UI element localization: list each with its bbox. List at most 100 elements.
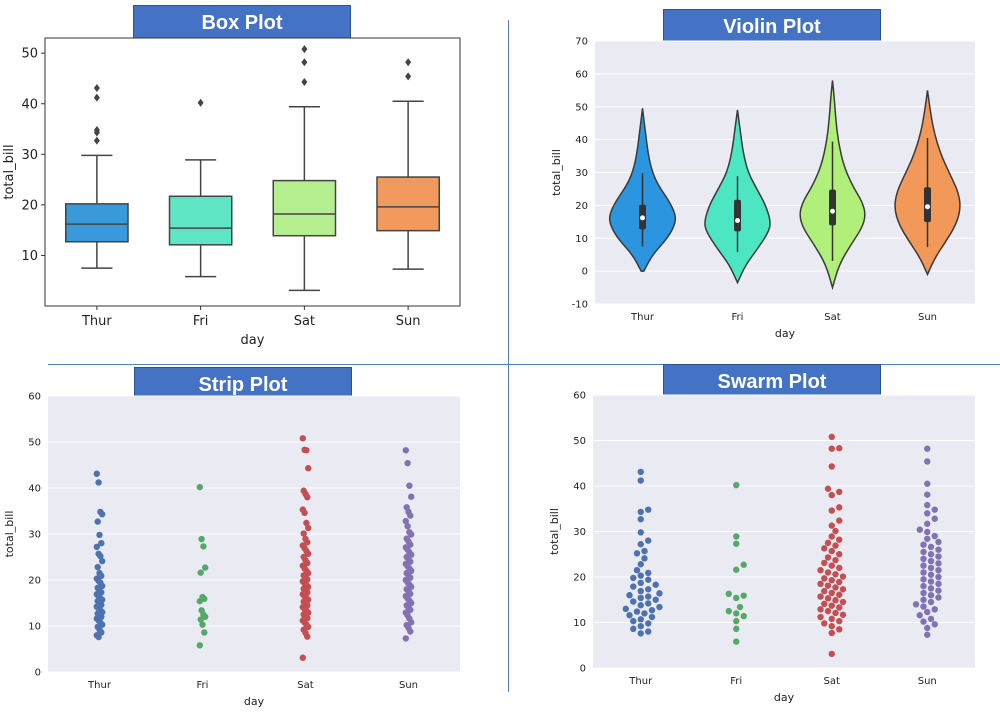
strip-point [299, 435, 306, 442]
y-tick-label: 40 [28, 484, 41, 495]
y-tick-label: 40 [575, 135, 588, 146]
strip-point [200, 543, 207, 550]
swarm-point [630, 598, 637, 605]
swarm-point [641, 610, 648, 617]
strip-point [94, 563, 101, 571]
x-tick-label: Sat [824, 676, 840, 687]
swarm-point [935, 594, 942, 601]
swarm-point [924, 501, 931, 509]
swarm-point [931, 506, 938, 513]
strip-point [201, 629, 208, 636]
y-axis-label: total_bill [3, 511, 16, 558]
x-tick-label: Sun [918, 312, 937, 323]
y-tick-label: 60 [575, 69, 588, 80]
violin-plot-title: Violin Plot [663, 9, 881, 43]
swarm-point [824, 485, 832, 492]
swarm-point [633, 566, 641, 574]
swarm-point [920, 548, 927, 556]
swarm-point [924, 445, 931, 452]
swarm-point [637, 561, 644, 568]
swarm-point [839, 611, 847, 618]
swarm-point [740, 561, 747, 568]
swarm-point [821, 559, 828, 567]
swarm-point [920, 596, 927, 603]
swarm-point [935, 566, 942, 574]
swarm-point [931, 606, 938, 613]
x-tick-label: Sat [294, 314, 315, 329]
y-tick-label: 30 [575, 168, 588, 179]
strip-point [99, 511, 106, 518]
swarm-point [630, 583, 637, 590]
horizontal-divider [48, 364, 1000, 365]
swarm-point [637, 630, 644, 637]
swarm-point [637, 529, 644, 536]
y-tick-label: 0 [35, 668, 41, 679]
y-tick-label: 0 [582, 267, 588, 278]
swarm-point [828, 589, 835, 597]
swarm-point [828, 629, 835, 637]
box-sat [272, 179, 337, 237]
strip-point [304, 633, 311, 640]
swarm-point [633, 608, 641, 615]
swarm-point [817, 580, 824, 588]
swarm-point [828, 650, 835, 658]
strip-point [197, 616, 204, 623]
swarm-point [626, 612, 633, 619]
swarm-point [832, 527, 839, 535]
swarm-point [637, 468, 644, 476]
strip-point [305, 550, 312, 557]
swarm-point [828, 522, 835, 529]
swarm-point [637, 579, 644, 587]
outlier-marker [301, 77, 308, 86]
y-tick-label: 60 [573, 391, 586, 402]
swarm-point [821, 545, 828, 552]
swarm-point [836, 536, 843, 543]
swarm-point [733, 481, 740, 489]
swarm-point [740, 592, 747, 599]
strip-point [197, 569, 204, 576]
strip-point [304, 494, 311, 501]
strip-point [301, 509, 308, 517]
swarm-point [828, 602, 835, 609]
swarm-point [637, 541, 644, 548]
swarm-point [927, 543, 935, 551]
y-tick-label: 30 [573, 527, 586, 538]
swarm-point [927, 578, 935, 585]
x-axis-label: day [244, 695, 265, 708]
swarm-point [839, 598, 847, 606]
outlier-marker [301, 58, 308, 67]
strip-point [202, 564, 209, 571]
swarm-point [828, 576, 835, 584]
swarm-point [824, 539, 832, 547]
swarm-point [920, 589, 927, 597]
swarm-point [637, 602, 644, 609]
swarm-point [927, 592, 935, 599]
violin-iqr-box [829, 189, 836, 226]
strip-point [94, 518, 101, 525]
swarm-point [920, 582, 927, 590]
swarm-point [920, 562, 927, 569]
swarm-point [645, 620, 652, 627]
swarm-point [725, 607, 732, 615]
x-axis-label: day [774, 691, 795, 704]
strip-point [407, 512, 414, 519]
swarm-point [828, 445, 835, 452]
x-tick-label: Thur [87, 680, 112, 691]
swarm-point [924, 491, 931, 498]
swarm-point [920, 618, 927, 625]
swarm-point [626, 592, 633, 599]
y-tick-label: 60 [28, 392, 41, 403]
box-sun [376, 176, 440, 232]
y-axis-label: total_bill [548, 508, 561, 555]
swarm-point [935, 560, 942, 567]
swarm-point [924, 510, 931, 517]
swarm-point [924, 458, 931, 465]
box-fri [168, 195, 233, 246]
x-tick-label: Sun [918, 676, 937, 687]
y-tick-label: 50 [28, 438, 41, 449]
swarm-point [821, 575, 828, 582]
swarm-point [836, 551, 843, 558]
swarm-point [927, 564, 935, 572]
strip-point [402, 635, 409, 642]
